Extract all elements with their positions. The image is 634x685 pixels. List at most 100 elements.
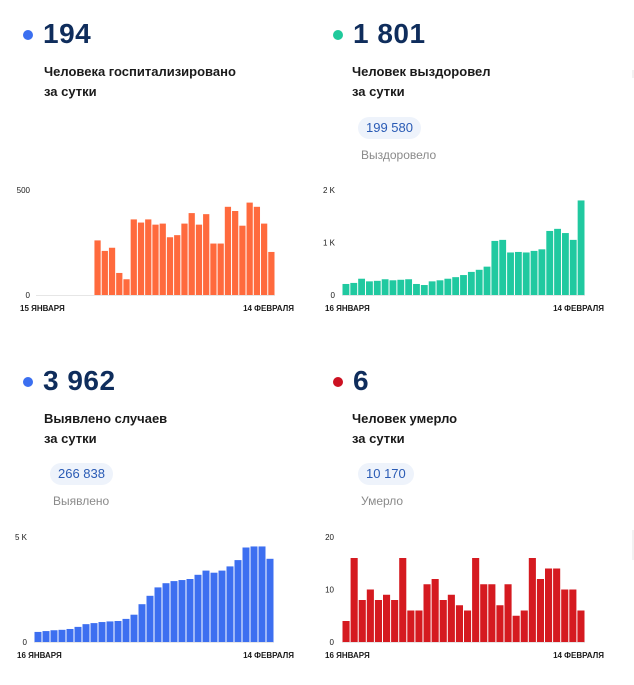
chart-bar — [154, 587, 162, 642]
chart-bar — [42, 631, 50, 642]
chart-bar — [507, 252, 514, 295]
chart-bar — [381, 279, 389, 295]
detected-chart: 0 5 K 16 ЯНВАРЯ 14 ФЕВРАЛЯ — [15, 533, 294, 660]
recovered-value: 1 801 — [353, 18, 426, 49]
chart-bar — [444, 278, 452, 295]
chart-bar — [358, 600, 366, 642]
chart-bar — [553, 568, 561, 642]
detected-value: 3 962 — [43, 365, 116, 396]
chart-bar — [455, 605, 463, 642]
x-start-label: 16 ЯНВАРЯ — [325, 651, 370, 660]
chart-bar — [210, 243, 217, 295]
chart-bar — [514, 251, 522, 295]
chart-bar — [491, 240, 499, 295]
chart-bar — [397, 279, 405, 295]
chart-bar — [261, 223, 268, 295]
chart-bar — [181, 223, 188, 295]
chart-bar — [520, 610, 528, 642]
recovered-dot-icon — [333, 30, 343, 40]
chart-bar — [374, 600, 382, 642]
x-start-label: 16 ЯНВАРЯ — [17, 651, 62, 660]
chart-bar — [383, 594, 391, 642]
chart-bar — [138, 604, 146, 642]
chart-bar — [239, 225, 246, 295]
died-total-label: Умерло — [361, 494, 404, 508]
chart-bar — [122, 618, 130, 642]
chart-bar — [108, 247, 116, 295]
chart-bar — [170, 581, 178, 642]
y-tick-label: 500 — [17, 186, 31, 195]
chart-bar — [460, 275, 467, 295]
died-period: за сутки — [352, 431, 405, 446]
chart-bar — [178, 580, 186, 642]
died-value: 6 — [353, 365, 370, 396]
chart-bar — [74, 626, 82, 642]
hospitalized-period: за сутки — [44, 84, 97, 99]
chart-bar — [366, 589, 374, 642]
chart-bar — [217, 243, 224, 295]
edge-divider — [632, 530, 634, 560]
y-tick-label: 0 — [23, 638, 28, 647]
x-start-label: 16 ЯНВАРЯ — [325, 304, 370, 313]
died-dot-icon — [333, 377, 343, 387]
chart-bar — [268, 251, 275, 295]
chart-bar — [101, 250, 108, 295]
hospitalized-value: 194 — [43, 18, 92, 49]
x-start-label: 15 ЯНВАРЯ — [20, 304, 65, 313]
y-tick-label: 10 — [325, 586, 334, 595]
chart-bar — [50, 630, 58, 642]
chart-bar — [483, 266, 491, 295]
chart-bar — [234, 560, 242, 642]
chart-bar — [130, 614, 138, 642]
chart-bar — [98, 622, 106, 642]
chart-bar — [258, 546, 266, 642]
chart-bar — [522, 252, 530, 295]
chart-bar — [373, 280, 381, 295]
chart-bar — [413, 283, 420, 295]
y-tick-label: 20 — [325, 533, 334, 542]
chart-bar — [496, 605, 504, 642]
chart-bar — [242, 547, 250, 642]
detected-total-label: Выявлено — [53, 494, 110, 508]
hospitalized-panel: 194 Человека госпитализировано за сутки … — [0, 0, 300, 330]
chart-bar — [545, 568, 553, 642]
chart-bar — [253, 206, 261, 295]
chart-bar — [266, 558, 274, 642]
chart-bar — [94, 240, 101, 295]
chart-bar — [499, 239, 507, 295]
chart-bar — [538, 249, 546, 295]
chart-bar — [407, 610, 415, 642]
detected-total: 266 838 — [50, 463, 113, 485]
chart-bar — [58, 629, 66, 642]
edge-divider — [632, 70, 634, 78]
chart-bar — [528, 558, 536, 642]
chart-bar — [350, 282, 358, 295]
chart-bar — [246, 202, 253, 295]
chart-bar — [203, 214, 210, 295]
chart-bar — [436, 280, 444, 295]
chart-bar — [480, 584, 488, 642]
chart-bar — [472, 558, 480, 642]
chart-bar — [114, 621, 122, 642]
died-chart: 0 10 20 16 ЯНВАРЯ 14 ФЕВРАЛЯ — [325, 533, 604, 660]
chart-bar — [90, 623, 98, 642]
chart-bar — [512, 615, 520, 642]
y-tick-label: 2 K — [323, 186, 336, 195]
y-tick-label: 0 — [330, 638, 335, 647]
chart-bar — [166, 237, 174, 295]
chart-bar — [431, 579, 439, 642]
recovered-period: за сутки — [352, 84, 405, 99]
chart-bar — [415, 610, 423, 642]
chart-bar — [106, 621, 114, 642]
chart-bar — [428, 281, 436, 295]
chart-bar — [488, 584, 496, 642]
chart-bar — [232, 211, 239, 295]
chart-bar — [137, 222, 145, 295]
chart-bar — [405, 279, 413, 295]
chart-bar — [464, 610, 472, 642]
chart-bar — [554, 228, 561, 295]
detected-period: за сутки — [44, 431, 97, 446]
chart-bar — [123, 279, 130, 295]
chart-bar — [218, 570, 226, 642]
chart-bar — [399, 558, 407, 642]
